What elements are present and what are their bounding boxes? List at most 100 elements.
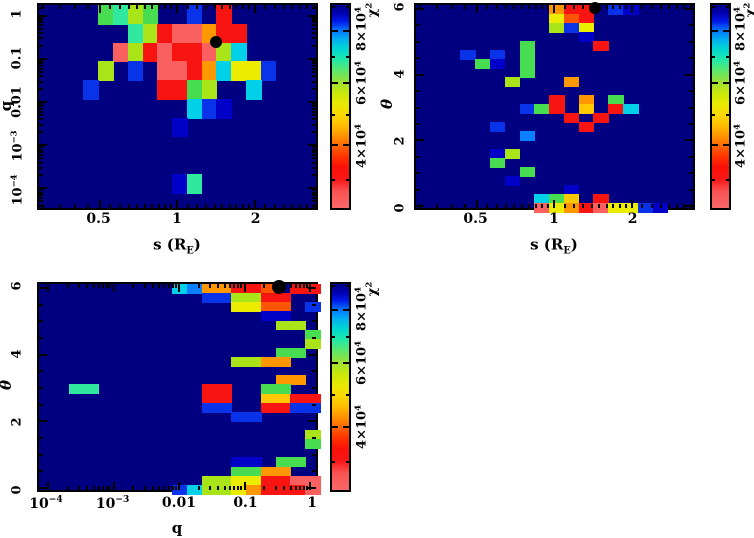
axis-tick [237,486,240,490]
heatmap-cell [578,95,595,105]
label-text: ) [193,235,201,254]
axis-tick [675,5,678,9]
axis-tick [312,148,316,151]
axis-tick [39,70,43,73]
colorbar-chi2-label: χ2 [741,3,754,17]
heatmap-cell [608,95,624,105]
axis-tick [39,303,43,306]
axis-tick [486,204,489,208]
axis-tick [312,336,316,339]
heatmap-cell [201,384,218,395]
heatmap-cell [549,203,565,213]
axis-tick [282,204,285,208]
heatmap-cell [519,50,535,60]
axis-tick [163,486,166,490]
heatmap-cell [260,311,277,322]
axis-tick [39,470,43,473]
axis-tick [39,148,43,151]
heatmap-cell [186,23,203,44]
axis-tick [273,5,276,9]
axis-tick [106,284,109,288]
axis-tick [170,204,173,208]
axis-tick [541,5,544,9]
heatmap-cell [246,80,262,100]
heatmap-cell [246,284,262,294]
axis-tick [659,204,662,208]
heatmap-cell [563,14,580,24]
axis-tick [308,486,316,489]
axis-tick [223,284,226,288]
x-tick-label: 0.5 [86,211,110,227]
axis-tick [39,7,43,10]
axis-tick [309,482,312,490]
axis-tick [86,5,89,9]
axis-tick [143,284,146,288]
label-text: 8×10 [354,13,370,52]
heatmap-cell [68,384,85,395]
axis-tick [118,204,121,208]
axis-tick [109,204,112,208]
heatmap-cell [157,42,173,63]
label-text: 10 [10,143,26,162]
heatmap-cell [519,104,535,114]
axis-tick [39,336,43,339]
axis-tick [312,150,316,153]
heatmap-cell [260,475,277,486]
axis-tick [39,60,43,63]
label-text: θ [0,380,15,390]
heatmap-cell [246,61,262,81]
axis-tick [39,420,47,423]
heatmap-cell [260,466,277,477]
axis-tick [197,284,200,288]
heatmap-cell [186,99,203,119]
axis-tick [689,155,693,158]
label-text: 0.5 [463,211,488,227]
axis-tick [312,204,316,207]
axis-tick [312,303,316,306]
heatmap-cell [623,104,639,114]
axis-tick [167,284,170,288]
axis-tick [726,5,729,8]
heatmap-cell [275,320,292,331]
axis-tick [308,101,316,104]
label-text: q [171,519,183,537]
heatmap-cell [260,284,277,294]
heatmap-cell [578,32,595,42]
axis-tick [573,204,576,208]
axis-tick [273,204,276,208]
axis-tick [39,191,43,194]
axis-tick [689,40,693,43]
axis-tick [98,200,101,208]
axis-tick [39,387,43,390]
axis-tick [726,113,729,116]
label-text: 4 [392,69,408,79]
axis-tick [450,204,453,208]
heatmap-cell [578,5,595,15]
axis-tick [312,191,316,194]
heatmap-cell [246,475,262,486]
axis-tick [712,55,715,58]
axis-tick [312,7,316,10]
axis-tick [520,204,523,208]
axis-tick [416,172,420,175]
heatmap-cell [563,203,580,213]
heatmap-cell [246,457,262,468]
axis-tick [213,5,216,9]
x-tick-label: 0.01 [162,495,196,511]
heatmap-cell [186,284,203,294]
heatmap-cell [186,42,203,63]
axis-tick [723,29,729,32]
heatmap-cell [519,68,535,78]
axis-tick [290,5,293,9]
axis-tick [39,57,47,60]
axis-tick [39,320,43,323]
axis-tick [346,113,349,116]
heatmap-cell [305,338,321,349]
axis-tick [312,110,316,113]
label-text: 2 [363,281,374,288]
axis-tick [175,5,178,13]
axis-tick [332,309,338,312]
axis-tick [612,5,615,9]
axis-tick [39,403,43,406]
heatmap-cell [216,475,232,486]
